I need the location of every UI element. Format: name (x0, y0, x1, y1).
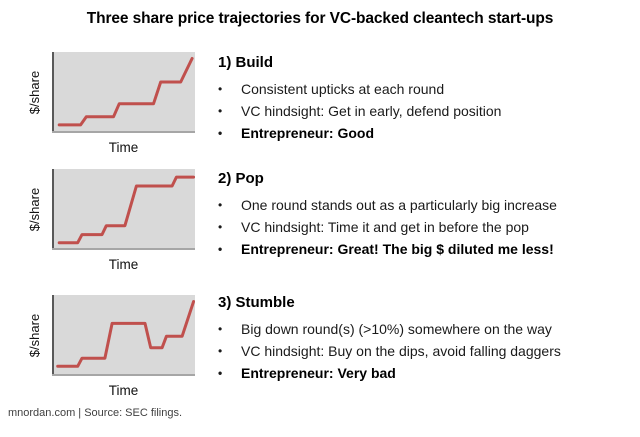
bullet-item: • Big down round(s) (>10%) somewhere on … (218, 318, 634, 340)
line-chart-pop (52, 169, 195, 250)
bullet-item: • Entrepreneur: Great! The big $ diluted… (218, 238, 634, 260)
line-chart-build (52, 52, 195, 133)
section-heading: 1) Build (218, 54, 273, 71)
bullet-text: One round stands out as a particularly b… (241, 197, 557, 213)
bullet-marker: • (218, 366, 223, 380)
plot-area (52, 169, 195, 250)
bullet-marker: • (218, 344, 223, 358)
bullet-text: Big down round(s) (>10%) somewhere on th… (241, 321, 552, 337)
bullet-item: • VC hindsight: Get in early, defend pos… (218, 100, 634, 122)
bullet-text: Entrepreneur: Very bad (241, 365, 396, 381)
section-build: 1) Build • Consistent upticks at each ro… (218, 54, 634, 144)
section-pop: 2) Pop • One round stands out as a parti… (218, 170, 634, 260)
line-chart-stumble (52, 295, 195, 376)
bullet-item: • Entrepreneur: Good (218, 122, 634, 144)
x-axis-label-stumble: Time (108, 383, 139, 398)
bullet-marker: • (218, 104, 223, 118)
y-axis-label-pop: $/share (27, 187, 43, 232)
footer-credit: mnordan.com | Source: SEC filings. (8, 407, 183, 419)
bullet-text: VC hindsight: Buy on the dips, avoid fal… (241, 343, 561, 359)
bullet-text: Entrepreneur: Great! The big $ diluted m… (241, 241, 554, 257)
bullet-item: • VC hindsight: Buy on the dips, avoid f… (218, 340, 634, 362)
price-trajectory-line (56, 300, 195, 368)
x-axis-label-pop: Time (108, 257, 139, 272)
bullet-marker: • (218, 198, 223, 212)
bullet-item: • One round stands out as a particularly… (218, 194, 634, 216)
bullet-text: VC hindsight: Get in early, defend posit… (241, 103, 502, 119)
section-stumble: 3) Stumble • Big down round(s) (>10%) so… (218, 294, 634, 384)
plot-area (52, 52, 195, 133)
bullet-item: • VC hindsight: Time it and get in befor… (218, 216, 634, 238)
bullet-marker: • (218, 242, 223, 256)
bullet-item: • Entrepreneur: Very bad (218, 362, 634, 384)
bullet-item: • Consistent upticks at each round (218, 78, 634, 100)
bullet-text: Entrepreneur: Good (241, 125, 375, 141)
page-title: Three share price trajectories for VC-ba… (86, 10, 554, 27)
bullet-text: Consistent upticks at each round (241, 81, 445, 97)
section-heading: 3) Stumble (218, 294, 295, 311)
bullet-marker: • (218, 126, 223, 140)
price-trajectory-line (57, 175, 195, 245)
bullet-marker: • (218, 322, 223, 336)
bullet-marker: • (218, 220, 223, 234)
bullet-text: VC hindsight: Time it and get in before … (241, 219, 529, 235)
x-axis-label-build: Time (108, 140, 139, 155)
section-heading: 2) Pop (218, 170, 264, 187)
price-trajectory-line (57, 57, 194, 127)
y-axis-label-build: $/share (27, 70, 43, 115)
bullet-marker: • (218, 82, 223, 96)
y-axis-label-stumble: $/share (27, 313, 43, 358)
